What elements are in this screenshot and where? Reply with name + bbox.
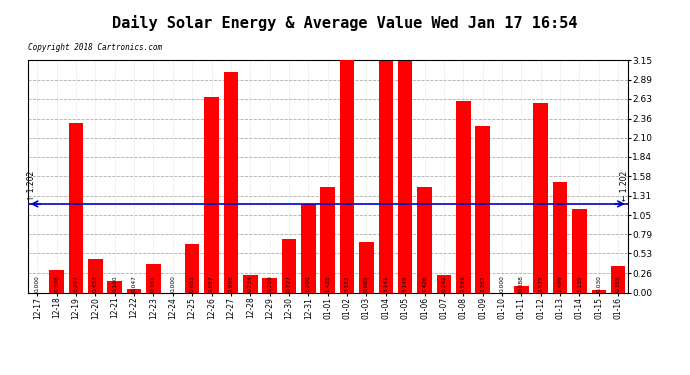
Text: 1.499: 1.499 [558, 275, 562, 292]
Bar [398, 61, 413, 292]
Bar [146, 264, 161, 292]
Text: 0.234: 0.234 [248, 275, 253, 292]
Text: 1.426: 1.426 [422, 276, 427, 292]
Text: 0.030: 0.030 [596, 275, 602, 292]
Text: Daily Solar Energy & Average Value Wed Jan 17 16:54: Daily Solar Energy & Average Value Wed J… [112, 15, 578, 31]
Text: Copyright 2018 Cartronics.com: Copyright 2018 Cartronics.com [28, 43, 161, 52]
Text: 0.727: 0.727 [286, 275, 291, 292]
Bar [320, 188, 335, 292]
Text: 2.297: 2.297 [74, 275, 79, 292]
Text: 2.657: 2.657 [209, 275, 214, 292]
Text: 2.595: 2.595 [461, 275, 466, 292]
Text: 3.141: 3.141 [384, 276, 388, 292]
Bar [340, 60, 355, 292]
Text: 0.160: 0.160 [112, 276, 117, 292]
Text: 0.000: 0.000 [170, 275, 175, 292]
Bar [417, 188, 432, 292]
Bar [243, 275, 257, 292]
Bar [301, 204, 315, 292]
Text: 1.135: 1.135 [577, 276, 582, 292]
Bar [379, 61, 393, 292]
Bar [553, 182, 567, 292]
Text: ↑ 1.202: ↑ 1.202 [27, 171, 36, 201]
Bar [572, 209, 586, 292]
Text: 0.308: 0.308 [54, 275, 59, 292]
Bar [456, 101, 471, 292]
Bar [204, 97, 219, 292]
Bar [514, 286, 529, 292]
Bar [88, 259, 103, 292]
Text: 3.152: 3.152 [344, 275, 350, 292]
Text: 0.381: 0.381 [151, 275, 156, 292]
Text: ← 1.202: ← 1.202 [620, 171, 629, 201]
Text: 0.088: 0.088 [519, 275, 524, 292]
Text: 2.575: 2.575 [538, 275, 543, 292]
Bar [437, 274, 451, 292]
Text: 0.685: 0.685 [364, 275, 369, 292]
Text: 3.145: 3.145 [403, 275, 408, 292]
Text: 0.653: 0.653 [190, 275, 195, 292]
Bar [127, 289, 141, 292]
Text: 0.242: 0.242 [442, 275, 446, 292]
Bar [475, 126, 490, 292]
Text: 0.453: 0.453 [93, 275, 98, 292]
Text: 1.425: 1.425 [325, 275, 331, 292]
Text: 2.998: 2.998 [228, 275, 233, 292]
Bar [262, 278, 277, 292]
Text: Average  ($): Average ($) [500, 10, 555, 18]
Text: 0.200: 0.200 [267, 275, 272, 292]
Bar [282, 239, 296, 292]
Bar [591, 290, 606, 292]
Bar [185, 244, 199, 292]
Bar [224, 72, 238, 292]
Text: Daily  ($): Daily ($) [584, 10, 631, 18]
Text: 0.355: 0.355 [615, 275, 621, 292]
Text: 1.200: 1.200 [306, 275, 311, 292]
Text: 0.047: 0.047 [132, 275, 137, 292]
Text: 0.000: 0.000 [34, 275, 40, 292]
Bar [50, 270, 64, 292]
Bar [69, 123, 83, 292]
Text: 2.262: 2.262 [480, 275, 485, 292]
Bar [611, 266, 625, 292]
Text: 0.000: 0.000 [500, 275, 504, 292]
Bar [359, 242, 374, 292]
Bar [533, 103, 548, 292]
Bar [108, 281, 122, 292]
